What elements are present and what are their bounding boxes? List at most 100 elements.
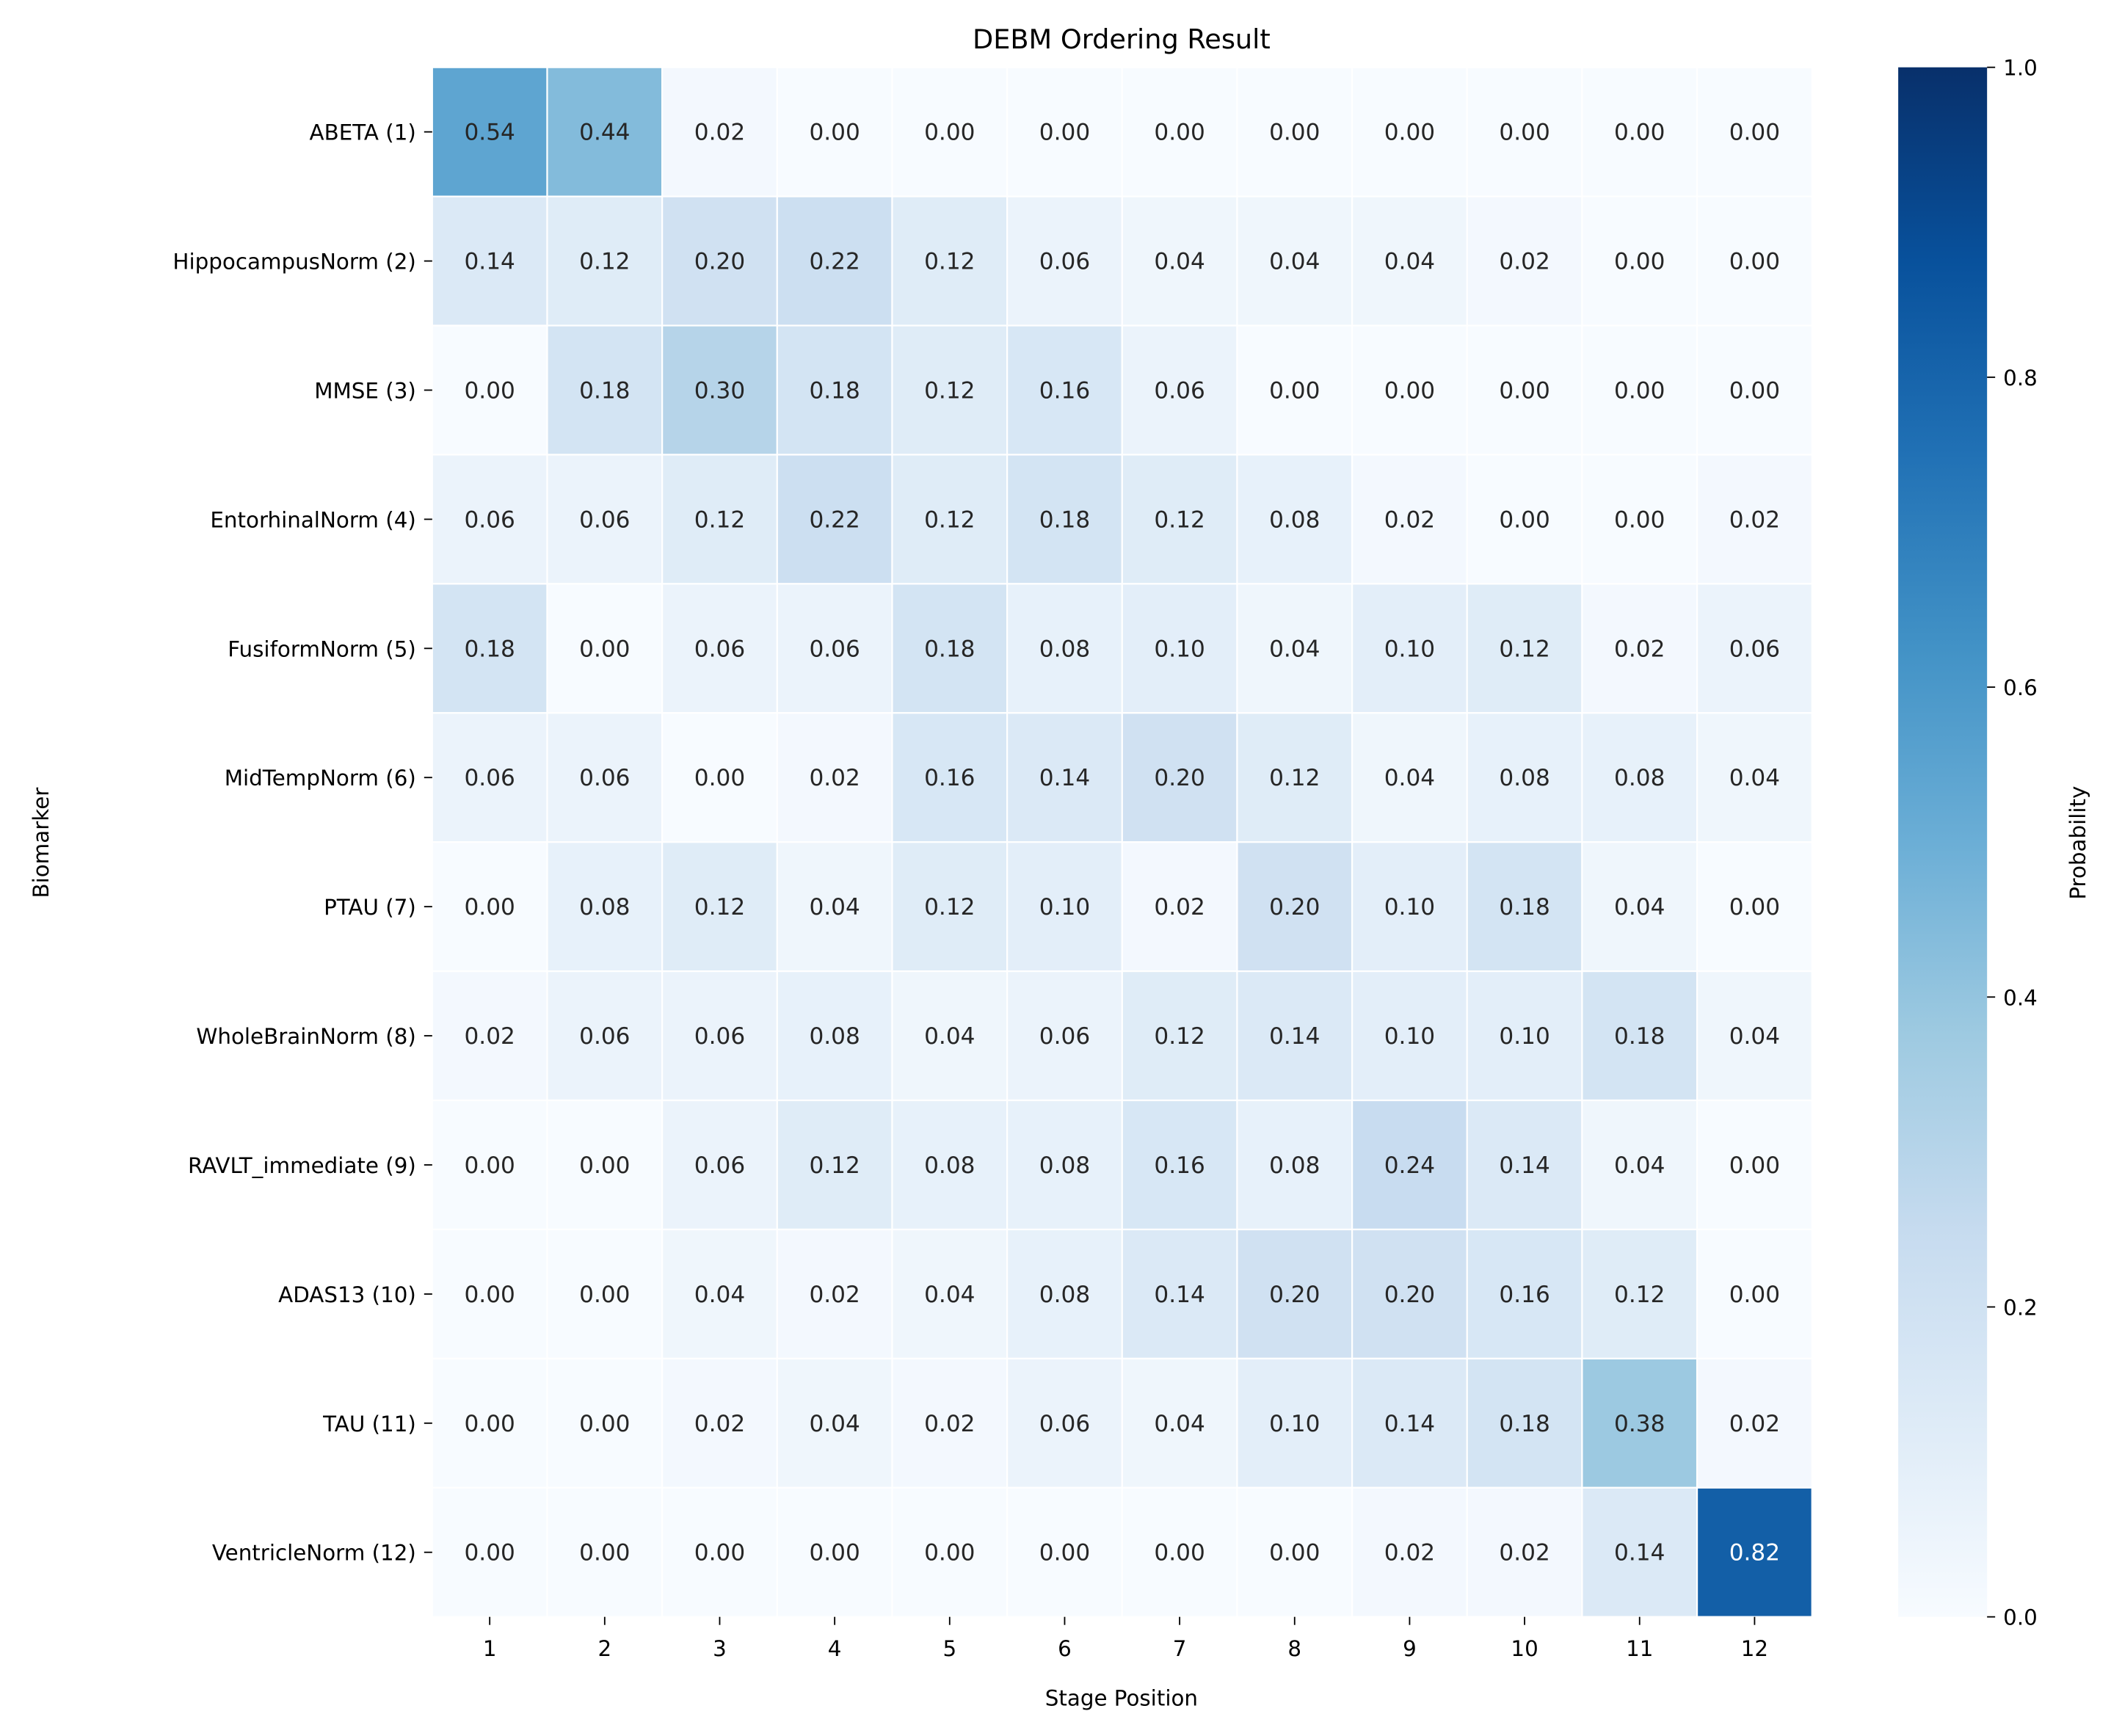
heatmap-cell	[1236, 1228, 1354, 1359]
cell-annotation: 0.06	[694, 636, 745, 662]
cell-annotation: 0.00	[1269, 377, 1320, 404]
heatmap-cell	[661, 970, 778, 1102]
heatmap-cell	[661, 1228, 778, 1359]
cell-annotation: 0.00	[1384, 377, 1435, 404]
cell-annotation: 0.04	[1614, 1152, 1665, 1179]
heatmap-cell	[431, 712, 548, 843]
heatmap-cell	[1466, 195, 1583, 327]
cell-annotation: 0.08	[579, 894, 630, 920]
cell-annotation: 0.08	[1614, 765, 1665, 791]
cell-annotation: 0.18	[1614, 1023, 1665, 1050]
heatmap-cell	[1121, 1228, 1238, 1359]
cell-annotation: 0.00	[1729, 894, 1780, 920]
cell-annotation: 0.10	[1384, 894, 1435, 920]
cell-annotation: 0.12	[694, 894, 745, 920]
heatmap-cell	[891, 583, 1009, 714]
cell-annotation: 0.02	[1729, 506, 1780, 533]
cell-annotation: 0.02	[1499, 1540, 1549, 1566]
cell-annotation: 0.06	[464, 506, 515, 533]
y-tick-label: TAU (11)	[322, 1412, 416, 1437]
heatmap-cell	[1006, 1486, 1123, 1618]
cell-annotation: 0.14	[1154, 1282, 1205, 1308]
heatmap-cell	[661, 841, 778, 973]
heatmap-cell	[661, 583, 778, 714]
cell-annotation: 0.14	[1499, 1152, 1549, 1179]
cell-annotation: 0.00	[1614, 377, 1665, 404]
heatmap-cell	[776, 1099, 893, 1231]
cell-annotation: 0.06	[579, 765, 630, 791]
cell-annotation: 0.20	[1384, 1282, 1435, 1308]
colorbar	[1898, 67, 1988, 1617]
cell-annotation: 0.18	[464, 636, 515, 662]
heatmap-cell	[1006, 195, 1123, 327]
cell-annotation: 0.06	[464, 765, 515, 791]
cell-annotation: 0.14	[1614, 1540, 1665, 1566]
cell-annotation: 0.04	[1729, 765, 1780, 791]
cell-annotation: 0.14	[1269, 1023, 1320, 1050]
cell-annotation: 0.00	[924, 1540, 975, 1566]
cell-annotation: 0.00	[464, 894, 515, 920]
cell-annotation: 0.04	[1269, 249, 1320, 275]
cell-annotation: 0.08	[1269, 506, 1320, 533]
cell-annotation: 0.08	[1269, 1152, 1320, 1179]
heatmap-cell	[1121, 1099, 1238, 1231]
heatmap-cell	[1581, 841, 1698, 973]
heatmap-cells: 0.54 0.44 0.02 0.00 0.00 0.00 0.00 0.00 0.00 0.00…	[431, 66, 1813, 1618]
heatmap-cell	[431, 66, 548, 197]
heatmap-cell	[1466, 712, 1583, 843]
cell-annotation: 0.06	[1039, 1023, 1090, 1050]
cell-annotation: 0.12	[809, 1152, 860, 1179]
cell-annotation: 0.04	[1384, 765, 1435, 791]
cell-annotation: 0.06	[1154, 377, 1205, 404]
y-tick-label: HippocampusNorm (2)	[172, 250, 415, 275]
heatmap-cell	[891, 66, 1009, 197]
y-tick-label: PTAU (7)	[324, 895, 416, 920]
colorbar-tick-label: 0.0	[2003, 1605, 2038, 1630]
cell-annotation: 0.22	[809, 249, 860, 275]
cell-annotation: 0.54	[464, 120, 515, 146]
heatmap-cell	[1696, 324, 1813, 456]
cell-annotation: 0.02	[1499, 249, 1549, 275]
chart-title: DEBM Ordering Result	[973, 23, 1271, 55]
heatmap-cell	[1466, 66, 1583, 197]
heatmap-cell	[1696, 66, 1813, 197]
colorbar-tick-label: 1.0	[2003, 56, 2038, 81]
cell-annotation: 0.10	[1384, 1023, 1435, 1050]
heatmap-cell	[891, 195, 1009, 327]
x-tick-label: 2	[597, 1636, 611, 1661]
heatmap-cell	[1696, 1486, 1813, 1618]
heatmap-cell	[1121, 583, 1238, 714]
cell-annotation: 0.02	[924, 1411, 975, 1437]
cell-annotation: 0.00	[464, 1282, 515, 1308]
y-axis: ABETA (1) HippocampusNorm (2) MMSE (3) Ento…	[172, 120, 432, 1566]
cell-annotation: 0.38	[1614, 1411, 1665, 1437]
heatmap-cell	[1351, 841, 1468, 973]
heatmap-cell	[1006, 1099, 1123, 1231]
cell-annotation: 0.00	[579, 1411, 630, 1437]
heatmap-cell	[431, 1099, 548, 1231]
cell-annotation: 0.00	[464, 377, 515, 404]
cell-annotation: 0.10	[1499, 1023, 1549, 1050]
cell-annotation: 0.12	[1269, 765, 1320, 791]
cell-annotation: 0.00	[1154, 120, 1205, 146]
heatmap-cell	[546, 454, 664, 585]
cell-annotation: 0.20	[1154, 765, 1205, 791]
y-axis-label: Biomarker	[29, 787, 54, 898]
cell-annotation: 0.20	[1269, 894, 1320, 920]
cell-annotation: 0.06	[1039, 249, 1090, 275]
cell-annotation: 0.02	[809, 1282, 860, 1308]
heatmap-cell	[1121, 841, 1238, 973]
heatmap-cell	[661, 324, 778, 456]
cell-annotation: 0.18	[579, 377, 630, 404]
cell-annotation: 0.00	[1384, 120, 1435, 146]
cell-annotation: 0.06	[579, 506, 630, 533]
heatmap-cell	[1581, 195, 1698, 327]
cell-annotation: 0.04	[1154, 249, 1205, 275]
cell-annotation: 0.00	[1729, 120, 1780, 146]
cell-annotation: 0.18	[1039, 506, 1090, 533]
cell-annotation: 0.12	[1154, 506, 1205, 533]
cell-annotation: 0.00	[1499, 120, 1549, 146]
cell-annotation: 0.02	[809, 765, 860, 791]
x-tick-label: 6	[1058, 1636, 1072, 1661]
